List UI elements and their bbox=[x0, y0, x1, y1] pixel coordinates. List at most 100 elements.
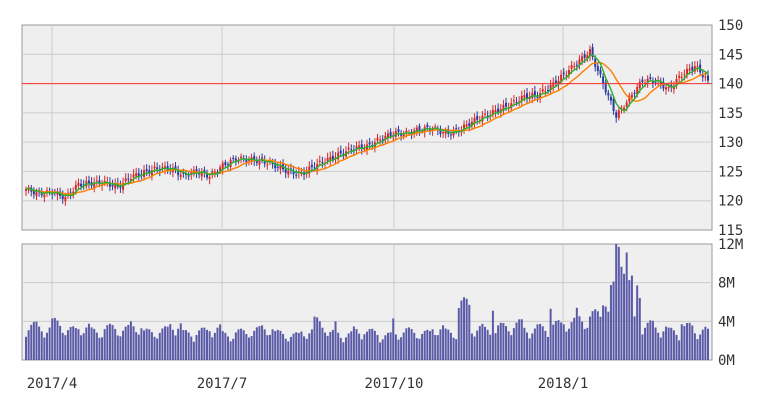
volume-bar bbox=[463, 297, 466, 360]
volume-bar bbox=[657, 332, 660, 360]
candle-body bbox=[253, 156, 256, 161]
volume-bar bbox=[654, 327, 657, 360]
volume-bar bbox=[122, 330, 125, 360]
volume-bar bbox=[510, 335, 513, 360]
volume-bar bbox=[345, 337, 348, 360]
volume-bar bbox=[45, 332, 48, 360]
volume-bar bbox=[552, 324, 555, 360]
volume-bar bbox=[604, 306, 607, 360]
volume-bar bbox=[586, 327, 589, 360]
volume-bar bbox=[51, 318, 54, 360]
candle-body bbox=[476, 115, 479, 120]
volume-bar bbox=[310, 329, 313, 360]
volume-bar bbox=[607, 311, 610, 360]
volume-bar bbox=[203, 327, 206, 360]
volume-bar bbox=[226, 336, 229, 360]
volume-bar bbox=[554, 321, 557, 360]
candle-body bbox=[680, 76, 683, 78]
candle-body bbox=[683, 74, 686, 76]
volume-bar bbox=[342, 342, 345, 360]
candle-body bbox=[617, 110, 620, 118]
volume-bar bbox=[300, 331, 303, 360]
volume-bar bbox=[355, 329, 358, 360]
volume-bar bbox=[289, 336, 292, 360]
volume-bar bbox=[82, 333, 85, 360]
volume-bar bbox=[452, 337, 455, 360]
candle-body bbox=[245, 158, 248, 163]
volume-bar bbox=[596, 311, 599, 360]
candle-body bbox=[326, 157, 329, 162]
candle-body bbox=[583, 54, 586, 58]
candle-body bbox=[402, 133, 405, 137]
volume-bar bbox=[213, 332, 216, 360]
price-y-tick-label: 135 bbox=[718, 106, 743, 122]
volume-bar bbox=[410, 329, 413, 360]
volume-bar bbox=[405, 328, 408, 360]
candle-body bbox=[331, 155, 334, 160]
volume-bar bbox=[505, 326, 508, 360]
volume-bar bbox=[90, 327, 93, 360]
candle-body bbox=[150, 170, 153, 176]
candle-body bbox=[439, 128, 442, 134]
volume-bar bbox=[69, 326, 72, 360]
volume-bar bbox=[478, 326, 481, 360]
volume-bar bbox=[468, 304, 471, 360]
volume-bar bbox=[497, 325, 500, 360]
volume-y-tick-label: 12M bbox=[718, 237, 743, 253]
volume-panel: 12M 8M 4M 0M bbox=[21, 237, 743, 369]
candle-body bbox=[573, 66, 576, 68]
volume-bar bbox=[242, 330, 245, 360]
candle-body bbox=[659, 81, 662, 84]
volume-bar bbox=[297, 332, 300, 360]
candle-body bbox=[465, 124, 468, 127]
candle-body bbox=[271, 163, 274, 165]
volume-bar bbox=[588, 316, 591, 360]
candle-body bbox=[565, 75, 568, 77]
candle-body bbox=[208, 177, 211, 179]
volume-bar bbox=[292, 333, 295, 360]
volume-bar bbox=[499, 322, 502, 360]
candle-body bbox=[581, 56, 584, 61]
candle-body bbox=[468, 123, 471, 127]
candle-body bbox=[132, 174, 135, 178]
volume-bar bbox=[415, 338, 418, 360]
volume-bar bbox=[518, 319, 521, 360]
volume-bar bbox=[693, 333, 696, 360]
price-y-tick-label: 140 bbox=[718, 77, 743, 93]
volume-bar bbox=[665, 326, 668, 360]
volume-bar bbox=[98, 337, 101, 360]
candle-body bbox=[114, 183, 117, 189]
volume-bar bbox=[331, 329, 334, 360]
volume-bar bbox=[644, 327, 647, 360]
candle-body bbox=[95, 180, 98, 182]
candle-body bbox=[662, 81, 665, 89]
candle-body bbox=[376, 138, 379, 141]
candle-body bbox=[200, 171, 203, 177]
candle-body bbox=[431, 129, 434, 131]
candle-body bbox=[397, 129, 400, 133]
candle-body bbox=[546, 90, 549, 92]
candle-body bbox=[318, 160, 321, 162]
volume-bar bbox=[541, 326, 544, 360]
candle-body bbox=[187, 175, 190, 177]
candle-body bbox=[520, 95, 523, 101]
candle-body bbox=[442, 131, 445, 134]
volume-bar bbox=[234, 332, 237, 360]
candle-body bbox=[379, 139, 382, 141]
volume-bar bbox=[546, 336, 549, 360]
volume-bar bbox=[512, 328, 515, 360]
volume-bar bbox=[672, 330, 675, 360]
candle-body bbox=[368, 142, 371, 145]
candle-body bbox=[153, 166, 156, 169]
volume-bar bbox=[439, 329, 442, 360]
volume-bar bbox=[381, 339, 384, 360]
candle-body bbox=[536, 96, 539, 98]
volume-bar bbox=[182, 330, 185, 360]
volume-bar bbox=[494, 333, 497, 360]
volume-bar bbox=[40, 331, 43, 360]
volume-bar bbox=[623, 273, 626, 360]
volume-bar bbox=[670, 327, 673, 360]
volume-bar bbox=[106, 325, 109, 360]
volume-bar bbox=[208, 331, 211, 360]
